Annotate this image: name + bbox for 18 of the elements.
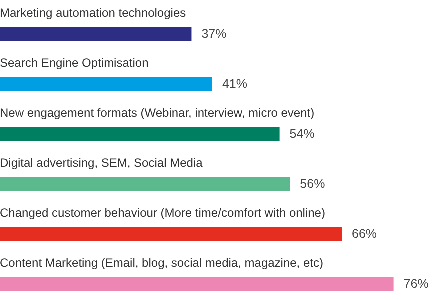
data-label: 41% — [222, 77, 248, 91]
bar — [0, 177, 290, 191]
data-label: 76% — [404, 277, 429, 291]
data-label: 37% — [202, 27, 227, 41]
y-tick-label: Digital advertising, SEM, Social Media — [0, 156, 204, 170]
y-tick-label: Marketing automation technologies — [0, 6, 186, 20]
bar — [0, 127, 280, 141]
y-tick-label: New engagement formats (Webinar, interview, micro event) — [0, 106, 315, 120]
bar — [0, 27, 192, 41]
y-tick-label: Content Marketing (Email, blog, social media, magazine, etc) — [0, 256, 324, 270]
data-label: 56% — [300, 177, 326, 191]
bar — [0, 277, 394, 291]
y-tick-label: Changed customer behaviour (More time/comfort with online) — [0, 206, 326, 220]
bar — [0, 77, 212, 91]
bar — [0, 227, 342, 241]
y-tick-label: Search Engine Optimisation — [0, 56, 149, 70]
data-label: 54% — [290, 127, 315, 141]
data-label: 66% — [352, 227, 378, 241]
